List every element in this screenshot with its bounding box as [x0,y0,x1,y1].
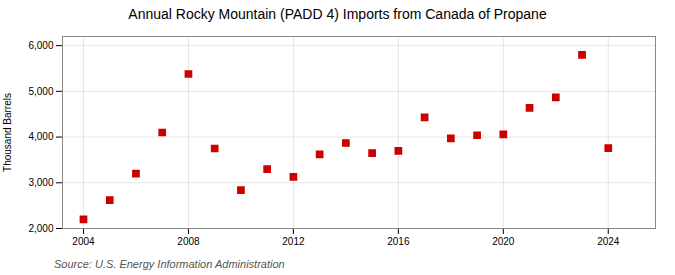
svg-text:Thousand Barrels: Thousand Barrels [2,93,13,172]
svg-text:2012: 2012 [282,236,305,247]
svg-text:2016: 2016 [387,236,410,247]
html-text:Annual Rocky Mountain (PADD 4): Annual Rocky Mountain (PADD 4) Imports f… [128,6,547,22]
svg-text:2020: 2020 [492,236,515,247]
svg-text:2024: 2024 [597,236,620,247]
svg-text:2,000: 2,000 [28,223,53,234]
svg-text:3,000: 3,000 [28,177,53,188]
html-text:Source: U.S. Energy Informatio: Source: U.S. Energy Information Administ… [54,258,285,270]
svg-text:2004: 2004 [72,236,95,247]
svg-text:4,000: 4,000 [28,131,53,142]
svg-text:5,000: 5,000 [28,86,53,97]
svg-text:6,000: 6,000 [28,40,53,51]
svg-text:2008: 2008 [177,236,200,247]
